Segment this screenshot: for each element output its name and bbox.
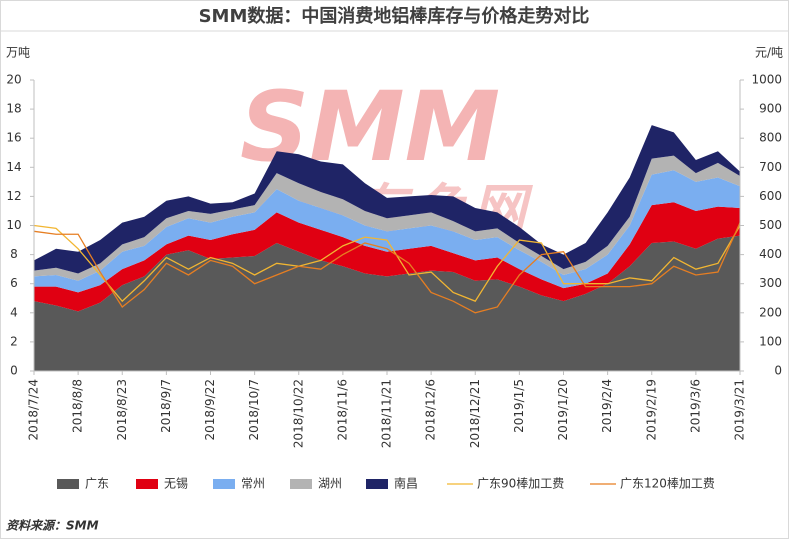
x-tick-label: 2018/8/23 xyxy=(115,379,129,441)
y-axis-label: 万吨 xyxy=(6,46,30,60)
x-tick-label: 2018/9/22 xyxy=(203,379,217,441)
y-tick-label: 4 xyxy=(10,305,18,319)
line xyxy=(33,224,741,303)
x-tick-label: 2018/10/7 xyxy=(247,379,261,441)
y-tick-label: 0 xyxy=(10,364,18,378)
legend-swatch xyxy=(290,479,312,489)
legend-label: 广东 xyxy=(85,477,109,491)
x-tick-label: 2019/1/20 xyxy=(556,379,570,441)
y-tick-label: 16 xyxy=(6,131,21,145)
x-tick-label: 2018/9/7 xyxy=(159,379,173,433)
y-tick-label: 14 xyxy=(6,160,21,174)
y2-tick-label: 600 xyxy=(759,189,782,203)
x-tick-label: 2019/3/6 xyxy=(688,379,702,433)
legend-label: 南昌 xyxy=(394,476,418,491)
y2-tick-label: 200 xyxy=(759,305,782,319)
legend-swatch xyxy=(366,479,388,489)
y2-tick-label: 800 xyxy=(759,131,782,145)
x-tick-label: 2018/8/8 xyxy=(71,379,85,433)
legend-label: 无锡 xyxy=(164,476,188,491)
y-tick-label: 20 xyxy=(6,73,21,87)
y2-tick-label: 700 xyxy=(759,160,782,174)
area xyxy=(34,202,740,312)
legend-label: 广东120棒加工费 xyxy=(620,477,715,491)
y2-tick-label: 1000 xyxy=(751,73,782,87)
x-tick-label: 2018/11/21 xyxy=(380,379,394,448)
y-tick-label: 12 xyxy=(6,189,21,203)
y-tick-label: 6 xyxy=(10,276,18,290)
legend-swatch xyxy=(57,479,79,489)
y2-tick-label: 300 xyxy=(759,276,782,290)
x-tick-label: 2019/2/4 xyxy=(600,379,614,433)
x-tick-label: 2018/7/24 xyxy=(27,379,41,441)
y-tick-label: 18 xyxy=(6,102,21,116)
y2-tick-label: 0 xyxy=(774,364,782,378)
y2-tick-label: 500 xyxy=(759,218,782,232)
area xyxy=(34,125,740,274)
line xyxy=(33,222,741,314)
x-tick-label: 2018/10/22 xyxy=(291,379,305,448)
x-tick-label: 2019/2/19 xyxy=(644,379,658,441)
legend-swatch xyxy=(136,479,158,489)
area xyxy=(34,235,740,371)
source-note: 资料来源：SMM xyxy=(6,519,99,533)
legend-swatch xyxy=(213,479,235,489)
y2-tick-label: 400 xyxy=(759,247,782,261)
y-tick-label: 10 xyxy=(6,218,21,232)
y-tick-label: 2 xyxy=(10,334,18,348)
x-tick-label: 2018/11/6 xyxy=(335,379,349,441)
chart-title: SMM数据：中国消费地铝棒库存与价格走势对比 xyxy=(199,5,590,27)
x-tick-label: 2019/1/5 xyxy=(512,379,526,433)
y2-axis-label: 元/吨 xyxy=(755,46,783,60)
y-tick-label: 8 xyxy=(10,247,18,261)
y2-tick-label: 100 xyxy=(759,334,782,348)
legend-label: 常州 xyxy=(241,477,265,491)
x-tick-label: 2019/3/21 xyxy=(733,379,747,441)
x-tick-label: 2018/12/6 xyxy=(424,379,438,441)
y2-tick-label: 900 xyxy=(759,102,782,116)
x-tick-label: 2018/12/21 xyxy=(468,379,482,448)
legend-label: 广东90棒加工费 xyxy=(477,477,564,491)
legend-label: 湖州 xyxy=(318,476,342,491)
